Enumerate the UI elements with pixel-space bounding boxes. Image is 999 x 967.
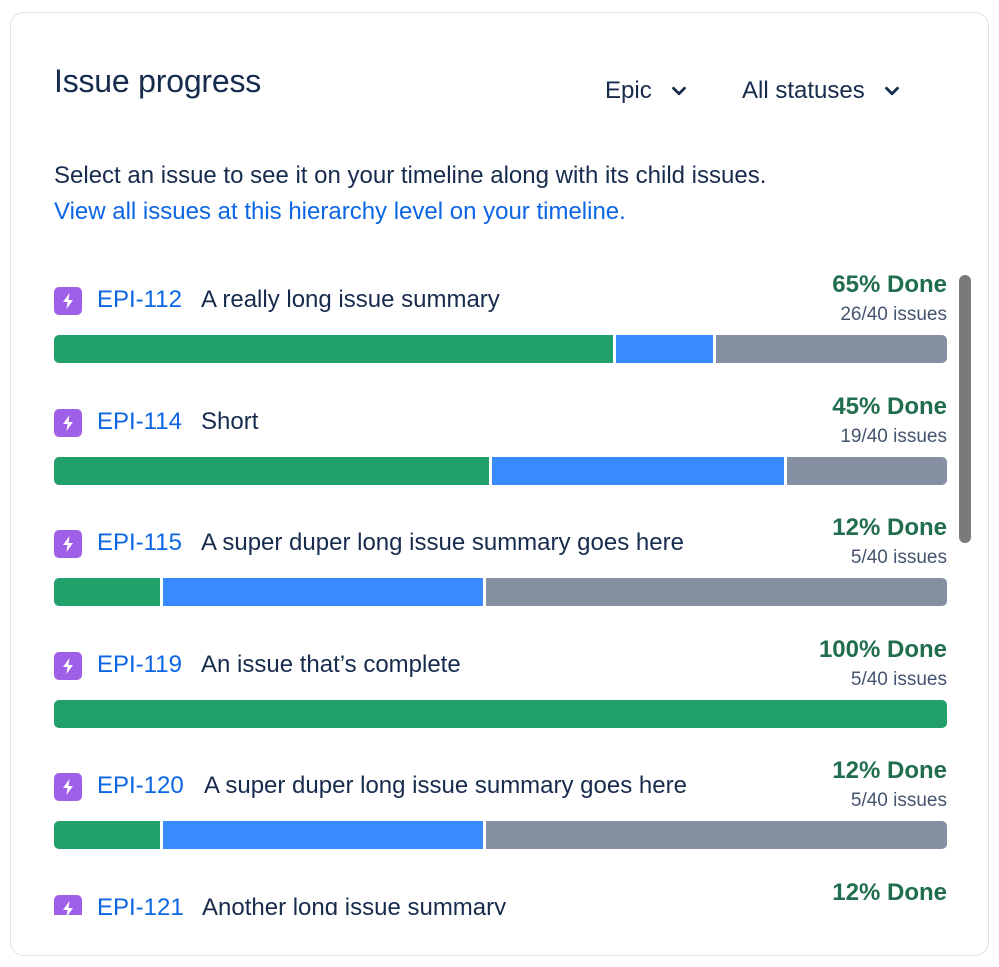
- issue-row[interactable]: EPI-119 An issue that’s complete 100% Done…: [54, 628, 947, 738]
- progress-segment-done: [54, 578, 161, 606]
- progress-segment-done: [54, 821, 161, 849]
- percent-done: 12% Done: [832, 757, 947, 784]
- epic-lightning-icon: [54, 530, 82, 558]
- epic-lightning-icon: [54, 651, 82, 680]
- chevron-down-icon: [884, 86, 899, 96]
- epic-lightning-icon: [54, 287, 82, 315]
- status-dropdown-label: All statuses: [742, 77, 865, 104]
- progress-segment-done: [54, 699, 947, 728]
- issue-summary: An issue that’s complete: [201, 650, 461, 678]
- epic-lightning-icon: [54, 773, 82, 801]
- percent-done: 45% Done: [832, 392, 947, 420]
- progress-segment-inprog: [163, 578, 483, 606]
- epic-dropdown-label: Epic: [605, 77, 652, 104]
- issue-key-link[interactable]: EPI-121: [97, 893, 184, 916]
- issue-count: 19/40 issues: [840, 425, 947, 447]
- issue-summary: Short: [201, 407, 259, 435]
- issue-summary: A super duper long issue summary goes he…: [204, 772, 687, 799]
- issue-row[interactable]: EPI-112 A really long issue summary 65% Do…: [54, 263, 947, 373]
- progress-bar: [54, 456, 947, 485]
- issue-list: EPI-112 A really long issue summary 65% Do…: [54, 263, 947, 915]
- progress-bar: [54, 578, 947, 606]
- progress-segment-done: [54, 456, 489, 485]
- view-all-issues-link[interactable]: View all issues at this hierarchy level …: [54, 198, 626, 225]
- progress-segment-todo: [485, 578, 947, 606]
- issue-key-link[interactable]: EPI-120: [97, 772, 184, 799]
- status-dropdown[interactable]: All statuses: [742, 71, 903, 111]
- percent-done: 100% Done: [818, 635, 947, 663]
- issue-summary: Another long issue summary: [202, 893, 507, 916]
- progress-segment-inprog: [491, 456, 785, 485]
- issue-row[interactable]: EPI-115 A super duper long issue summary …: [54, 506, 947, 616]
- percent-done: 12% Done: [832, 878, 947, 906]
- progress-segment-done: [54, 335, 613, 363]
- progress-segment-todo: [716, 335, 947, 363]
- issue-count: 26/40 issues: [840, 304, 947, 325]
- chevron-down-icon: [671, 86, 686, 96]
- percent-done: 12% Done: [832, 514, 947, 541]
- issue-key-link[interactable]: EPI-115: [97, 529, 182, 556]
- progress-segment-inprog: [163, 821, 483, 849]
- issue-row[interactable]: EPI-121 Another long issue summary 12% Don…: [54, 871, 947, 916]
- progress-segment-todo: [787, 456, 947, 485]
- issue-progress-card: Issue progress Epic All statuses Select …: [10, 12, 989, 956]
- issue-key-link[interactable]: EPI-112: [97, 286, 182, 313]
- progress-bar: [54, 699, 947, 728]
- scrollbar-thumb[interactable]: [959, 275, 971, 543]
- epic-dropdown[interactable]: Epic: [605, 71, 690, 111]
- issue-row[interactable]: EPI-114 Short 45% Done 19/40 issues: [54, 385, 947, 495]
- issue-key-link[interactable]: EPI-114: [97, 407, 182, 435]
- issue-row[interactable]: EPI-120 A super duper long issue summary …: [54, 749, 947, 859]
- progress-segment-todo: [485, 821, 947, 849]
- epic-lightning-icon: [54, 408, 82, 437]
- issue-summary: A really long issue summary: [201, 286, 500, 313]
- issue-summary: A super duper long issue summary goes he…: [201, 529, 684, 556]
- issue-count: 5/40 issues: [850, 547, 947, 568]
- progress-bar: [54, 335, 947, 363]
- issue-count: 5/40 issues: [850, 790, 947, 811]
- issue-count: 5/40 issues: [850, 668, 947, 690]
- progress-segment-inprog: [615, 335, 714, 363]
- card-title: Issue progress: [54, 63, 262, 99]
- description: Select an issue to see it on your timeli…: [54, 158, 934, 230]
- description-text: Select an issue to see it on your timeli…: [54, 162, 767, 189]
- percent-done: 65% Done: [832, 271, 947, 298]
- issue-key-link[interactable]: EPI-119: [97, 650, 182, 678]
- progress-bar: [54, 821, 947, 849]
- epic-lightning-icon: [54, 894, 82, 915]
